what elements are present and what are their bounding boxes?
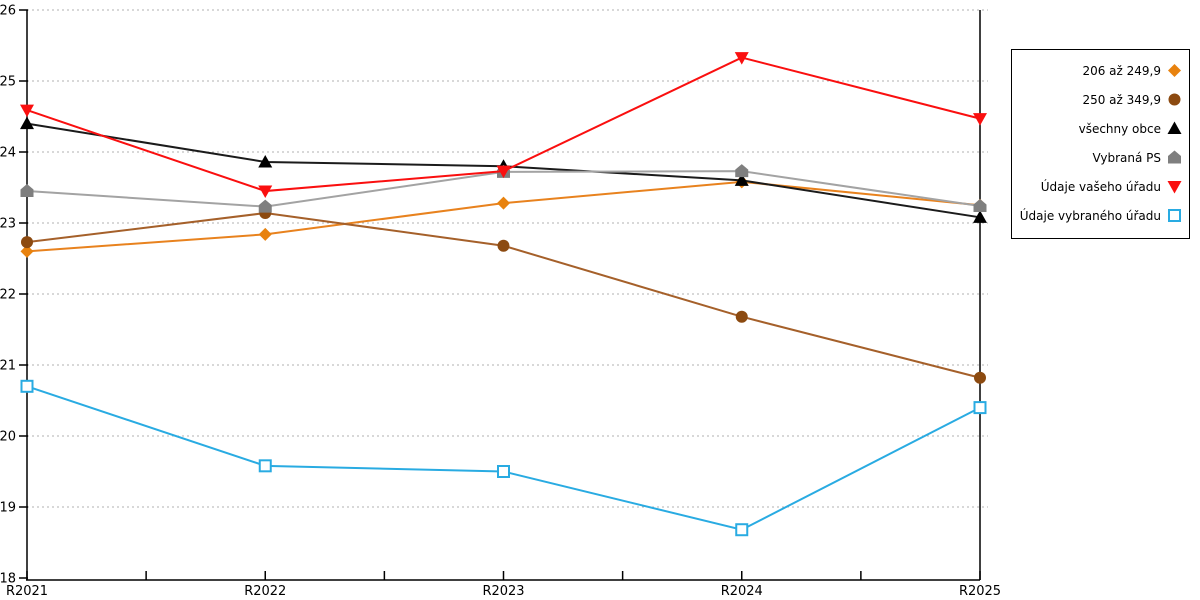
legend-item-1: 250 až 349,9: [1012, 85, 1189, 114]
square-open-marker-icon-point: [258, 459, 272, 473]
chart-legend-box: 206 až 249,9 250 až 349,9 všechny obce Vybr…: [1011, 49, 1190, 239]
triangle-down-marker-icon-point: [734, 52, 749, 65]
x-tick-label: R2025: [959, 584, 1001, 599]
legend-item-label: 206 až 249,9: [1082, 63, 1161, 78]
square-open-marker-icon-point: [973, 401, 987, 415]
legend-item-4: Údaje vašeho úřadu: [1012, 172, 1189, 201]
legend-swatch: [1168, 209, 1181, 222]
x-tick-label: R2021: [6, 584, 48, 599]
diamond-marker-icon-point: [497, 196, 510, 210]
pentagon-marker-icon-point: [973, 198, 987, 212]
legend-item-0: 206 až 249,9: [1012, 56, 1189, 85]
y-tick-label: 20: [0, 430, 16, 445]
x-tick-label: R2023: [482, 584, 524, 599]
legend-swatch: [1167, 121, 1182, 134]
x-tick-label: R2022: [244, 584, 286, 599]
pentagon-marker-icon: [1168, 150, 1181, 164]
circle-marker-icon-point: [735, 310, 748, 323]
legend-item-label: Vybraná PS: [1092, 150, 1161, 165]
x-tick-label: R2024: [721, 584, 763, 599]
legend-swatch: [1168, 64, 1181, 77]
legend-swatch: [1168, 150, 1181, 164]
y-tick-label: 22: [0, 288, 16, 303]
triangle-down-marker-icon-point: [20, 104, 34, 118]
triangle-up-marker-icon: [1167, 121, 1182, 134]
y-tick-label: 25: [0, 75, 16, 90]
y-tick-label: 21: [0, 359, 16, 374]
triangle-up-marker-icon-point: [973, 210, 987, 223]
y-tick-label: 19: [0, 501, 16, 516]
series-line-5: [26, 385, 981, 531]
triangle-down-marker-icon-point: [496, 165, 511, 179]
diamond-marker-icon-point: [20, 244, 34, 258]
pentagon-marker-icon-point: [20, 184, 34, 198]
legend-item-label: Údaje vašeho úřadu: [1040, 179, 1161, 194]
circle-marker-icon-point: [497, 239, 510, 252]
triangle-up-marker-icon-point: [734, 173, 749, 186]
triangle-down-marker-icon-point: [973, 113, 987, 126]
triangle-up-marker-icon-point: [20, 116, 34, 130]
legend-item-label: všechny obce: [1078, 121, 1161, 136]
pentagon-marker-icon-point: [258, 199, 272, 213]
legend-swatch: [1168, 93, 1181, 106]
triangle-up-marker-icon-point: [258, 154, 273, 168]
square-open-marker-icon-point: [20, 379, 34, 393]
legend-item-2: všechny obce: [1012, 114, 1189, 143]
triangle-down-marker-icon-point: [258, 185, 273, 199]
series-line-1: [26, 212, 981, 379]
diamond-marker-icon-point: [258, 227, 272, 241]
square-open-marker-icon-point: [497, 465, 510, 478]
circle-marker-icon-point: [21, 236, 33, 249]
triangle-down-marker-icon: [1167, 181, 1182, 194]
circle-marker-icon: [1168, 93, 1181, 106]
square-open-marker-icon: [1168, 209, 1181, 222]
diamond-marker-icon: [1168, 64, 1181, 77]
y-tick-label: 26: [0, 4, 16, 19]
legend-item-3: Vybraná PS: [1012, 143, 1189, 172]
legend-item-5: Údaje vybraného úřadu: [1012, 201, 1189, 230]
y-tick-label: 23: [0, 217, 16, 232]
square-open-marker-icon-point: [735, 523, 749, 537]
legend-item-label: 250 až 349,9: [1082, 92, 1161, 107]
pentagon-marker-icon-point: [735, 164, 749, 178]
y-tick-label: 24: [0, 146, 16, 161]
circle-marker-icon-point: [974, 371, 986, 384]
legend-swatch: [1167, 181, 1182, 194]
y-tick-label: 18: [0, 572, 16, 587]
legend-item-label: Údaje vybraného úřadu: [1019, 208, 1161, 223]
